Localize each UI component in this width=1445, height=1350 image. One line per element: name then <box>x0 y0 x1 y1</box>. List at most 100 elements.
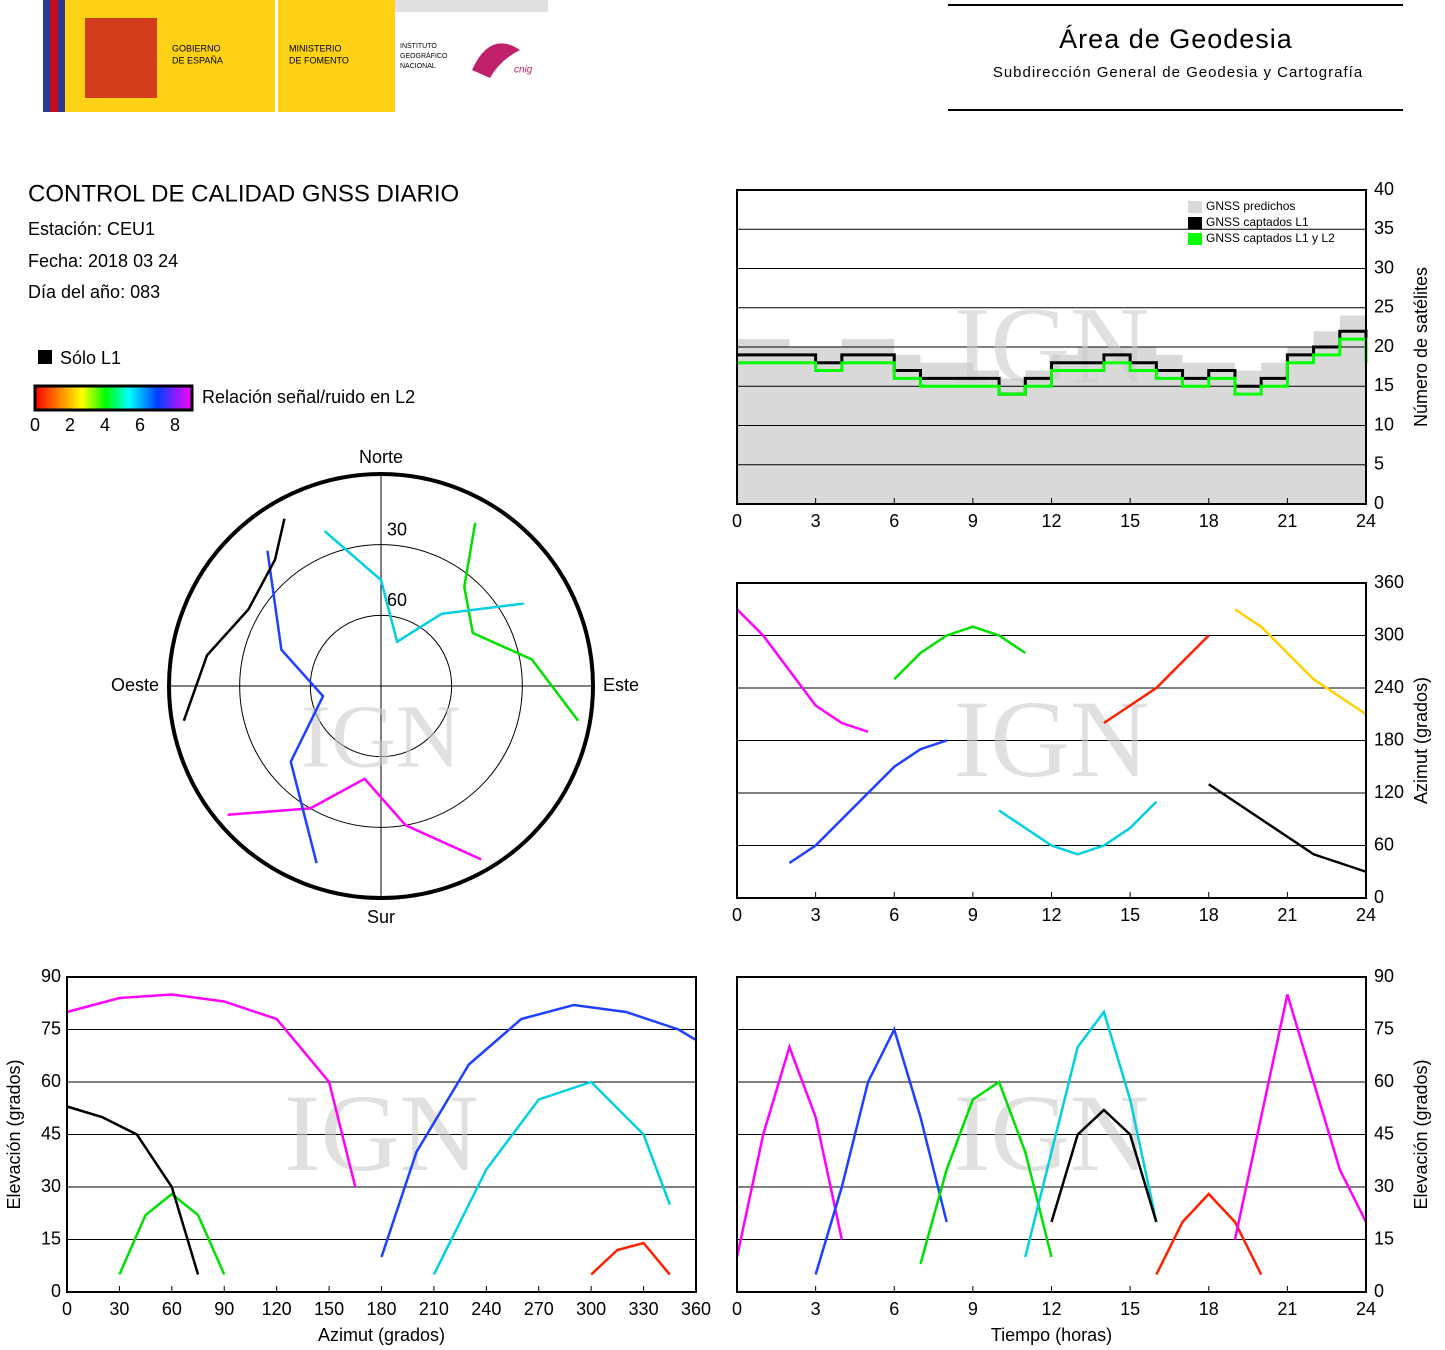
x-tick-label: 12 <box>1041 511 1061 531</box>
y-tick-label: 0 <box>1374 887 1384 907</box>
y-tick-label: 30 <box>1374 1176 1394 1196</box>
track <box>323 530 524 644</box>
colorbar-tick: 6 <box>135 415 145 435</box>
y-axis-label: Elevación (grados) <box>4 1059 24 1209</box>
x-tick-label: 6 <box>889 1299 899 1319</box>
y-tick-label: 35 <box>1374 218 1394 238</box>
y-axis-label: Elevación (grados) <box>1411 1059 1431 1209</box>
y-tick-label: 75 <box>41 1018 61 1038</box>
y-tick-label: 15 <box>1374 1228 1394 1248</box>
x-tick-label: 0 <box>732 1299 742 1319</box>
logo-text: cnig <box>514 65 533 76</box>
series-line <box>432 1080 671 1276</box>
x-tick-label: 24 <box>1356 511 1376 531</box>
logo-text: NACIONAL <box>400 63 436 70</box>
l1-swatch <box>38 350 52 364</box>
y-tick-label: 60 <box>1374 1071 1394 1091</box>
plot-frame <box>66 976 697 1293</box>
x-tick-label: 9 <box>968 1299 978 1319</box>
colorbar-tick: 2 <box>65 415 75 435</box>
colorbar <box>33 384 194 412</box>
colorbar-tick: 8 <box>170 415 180 435</box>
x-tick-label: 18 <box>1199 905 1219 925</box>
y-tick-label: 180 <box>1374 729 1404 749</box>
plot-frame <box>736 189 1367 505</box>
y-tick-label: 10 <box>1374 414 1394 434</box>
x-tick-label: 300 <box>576 1299 606 1319</box>
x-tick-label: 6 <box>889 905 899 925</box>
x-tick-label: 9 <box>968 905 978 925</box>
colorbar-label: Relación señal/ruido en L2 <box>202 387 415 407</box>
legend-swatch <box>1188 233 1202 245</box>
y-tick-label: 60 <box>1374 834 1394 854</box>
horizon <box>167 472 595 900</box>
y-tick-label: 90 <box>41 966 61 986</box>
y-tick-label: 0 <box>51 1281 61 1301</box>
cardinal-label: Norte <box>359 447 403 467</box>
x-tick-label: 21 <box>1277 511 1297 531</box>
ring-label: 60 <box>387 590 407 610</box>
watermark: IGN <box>954 678 1150 800</box>
x-tick-label: 3 <box>811 1299 821 1319</box>
x-tick-label: 15 <box>1120 905 1140 925</box>
series-line <box>1050 1108 1158 1223</box>
l1-legend: Sólo L1 <box>60 348 121 368</box>
series-line <box>893 625 1026 681</box>
logo-text: MINISTERIO <box>289 43 342 53</box>
day-of-year: Día del año: 083 <box>28 282 160 302</box>
plot-frame <box>736 976 1367 1293</box>
x-tick-label: 210 <box>419 1299 449 1319</box>
y-tick-label: 360 <box>1374 572 1404 592</box>
series-line <box>814 1026 948 1275</box>
series-line <box>380 1003 697 1258</box>
x-tick-label: 18 <box>1199 1299 1219 1319</box>
ring <box>239 544 523 828</box>
x-tick-label: 18 <box>1199 511 1219 531</box>
y-tick-label: 25 <box>1374 297 1394 317</box>
y-tick-label: 45 <box>1374 1123 1394 1143</box>
y-tick-label: 40 <box>1374 179 1394 199</box>
legend-swatch <box>1188 217 1202 229</box>
y-tick-label: 60 <box>41 1071 61 1091</box>
y-tick-label: 240 <box>1374 677 1404 697</box>
x-tick-label: 360 <box>681 1299 711 1319</box>
series-line <box>66 1105 200 1275</box>
x-tick-label: 150 <box>314 1299 344 1319</box>
watermark: IGN <box>284 1072 480 1194</box>
x-tick-label: 24 <box>1356 1299 1376 1319</box>
x-tick-label: 0 <box>732 511 742 531</box>
series-line <box>66 993 357 1188</box>
watermark: IGN <box>301 688 461 787</box>
series-line <box>1233 994 1368 1240</box>
y-axis-label: Número de satélites <box>1411 267 1431 427</box>
track <box>463 522 580 722</box>
x-tick-label: 24 <box>1356 905 1376 925</box>
x-tick-label: 0 <box>732 905 742 925</box>
series-line <box>788 739 948 865</box>
date: Fecha: 2018 03 24 <box>28 251 178 271</box>
series-line <box>1103 634 1210 725</box>
series-line <box>737 337 1368 396</box>
x-tick-label: 3 <box>811 511 821 531</box>
colorbar-tick: 0 <box>30 415 40 435</box>
watermark: IGN <box>954 284 1150 406</box>
watermark: IGN <box>954 1072 1150 1194</box>
series-line <box>590 1241 671 1276</box>
legend-swatch <box>1188 201 1202 213</box>
header-title: Área de Geodesia <box>1059 24 1293 54</box>
plot-frame <box>736 582 1367 899</box>
legend-label: GNSS predichos <box>1206 199 1295 213</box>
x-tick-label: 90 <box>214 1299 234 1319</box>
x-tick-label: 240 <box>471 1299 501 1319</box>
x-tick-label: 120 <box>262 1299 292 1319</box>
y-tick-label: 90 <box>1374 966 1394 986</box>
series-line <box>1208 783 1367 873</box>
y-tick-label: 0 <box>1374 493 1384 513</box>
series-line <box>919 1080 1053 1265</box>
y-tick-label: 300 <box>1374 624 1404 644</box>
colorbar-tick: 4 <box>100 415 110 435</box>
series-line <box>118 1192 226 1276</box>
ring-label: 30 <box>387 519 407 539</box>
x-tick-label: 21 <box>1277 905 1297 925</box>
